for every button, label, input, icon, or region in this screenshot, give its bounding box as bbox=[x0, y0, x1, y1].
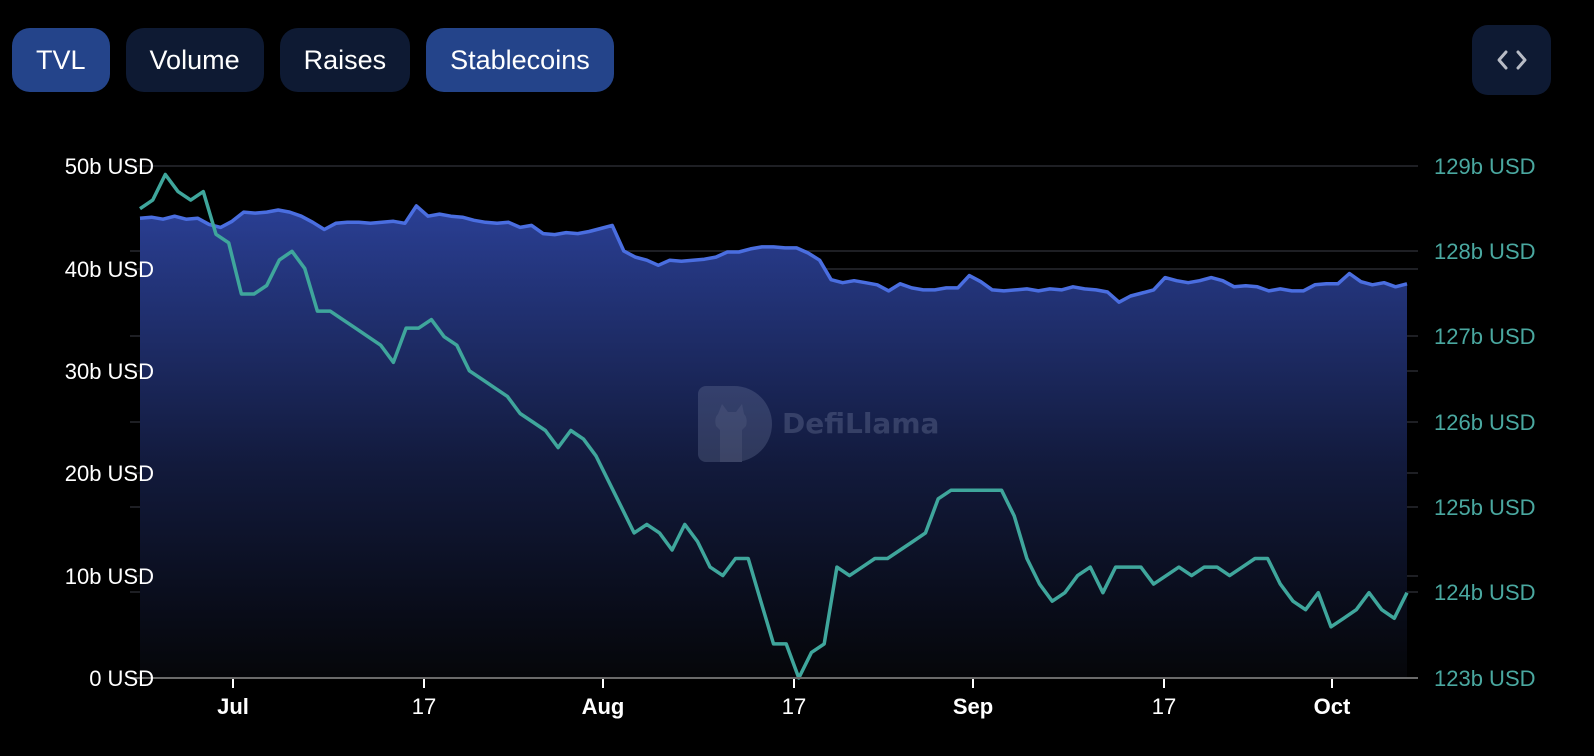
x-axis-tick: Oct bbox=[1314, 694, 1351, 719]
left-axis-tick: 50b USD bbox=[65, 154, 154, 179]
right-axis-tick: 127b USD bbox=[1434, 324, 1536, 349]
left-axis-tick: 40b USD bbox=[65, 257, 154, 282]
tvl-line[interactable] bbox=[139, 204, 1408, 304]
tab-raises-label: Raises bbox=[303, 44, 387, 75]
left-axis-tick: 20b USD bbox=[65, 461, 154, 486]
watermark-text: DefiLlama bbox=[782, 407, 939, 440]
watermark: DefiLlama bbox=[698, 386, 939, 462]
right-axis-tick: 124b USD bbox=[1434, 580, 1536, 605]
llama-icon bbox=[715, 404, 747, 462]
x-axis-tick: Sep bbox=[953, 694, 993, 719]
x-axis bbox=[232, 679, 1333, 688]
defillama-logo-icon bbox=[698, 386, 772, 462]
right-axis-tick: 129b USD bbox=[1434, 154, 1536, 179]
tab-raises[interactable]: Raises bbox=[279, 28, 411, 92]
tab-volume-label: Volume bbox=[149, 44, 240, 75]
tab-tvl-label: TVL bbox=[36, 44, 86, 75]
right-axis: 129b USD 128b USD 127b USD 126b USD 125b… bbox=[1434, 154, 1536, 691]
right-axis-tick: 128b USD bbox=[1434, 239, 1536, 264]
left-axis: 50b USD 40b USD 30b USD 20b USD 10b USD … bbox=[65, 154, 154, 691]
x-axis-labels: Jul 17 Aug 17 Sep 17 Oct bbox=[217, 694, 1351, 719]
right-axis-tick: 125b USD bbox=[1434, 495, 1536, 520]
stablecoins-line[interactable] bbox=[139, 172, 1409, 680]
chart-type-tabs: TVL Volume Raises Stablecoins bbox=[12, 28, 614, 92]
x-axis-tick: 17 bbox=[412, 694, 436, 719]
tab-stablecoins-label: Stablecoins bbox=[450, 44, 590, 75]
x-axis-tick: 17 bbox=[782, 694, 806, 719]
tab-volume[interactable]: Volume bbox=[125, 28, 264, 92]
right-axis-tick: 123b USD bbox=[1434, 666, 1536, 691]
tab-tvl[interactable]: TVL bbox=[12, 28, 110, 92]
x-axis-tick: Aug bbox=[582, 694, 625, 719]
left-axis-tick: 30b USD bbox=[65, 359, 154, 384]
right-axis-tick: 126b USD bbox=[1434, 410, 1536, 435]
x-axis-tick: 17 bbox=[1152, 694, 1176, 719]
left-axis-tick: 10b USD bbox=[65, 564, 154, 589]
embed-code-button[interactable] bbox=[1472, 25, 1551, 95]
x-axis-tick: Jul bbox=[217, 694, 249, 719]
tab-stablecoins[interactable]: Stablecoins bbox=[426, 28, 614, 92]
tvl-area bbox=[140, 205, 1407, 678]
left-axis-tick: 0 USD bbox=[89, 666, 154, 691]
code-icon bbox=[1497, 50, 1526, 70]
